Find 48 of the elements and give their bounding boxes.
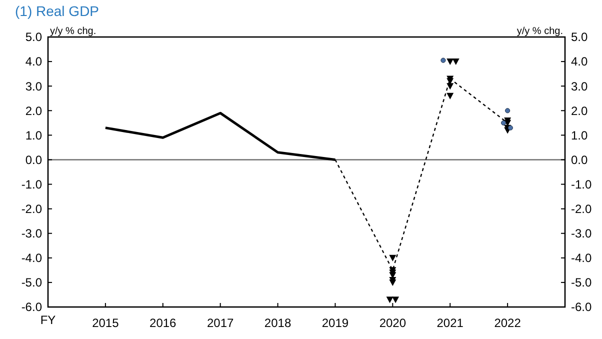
chart-title: (1) Real GDP	[15, 3, 100, 19]
point	[446, 92, 454, 100]
y2-tick-label: -2.0	[571, 202, 592, 216]
y-axis-title: y/y % chg.	[50, 26, 96, 37]
point	[505, 108, 510, 114]
x-axis-title: FY	[40, 313, 56, 327]
y-tick-label: -4.0	[21, 251, 42, 266]
y-tick-label: -2.0	[21, 202, 42, 216]
y-tick-label: -1.0	[21, 177, 42, 192]
y2-tick-label: 0.0	[571, 152, 588, 167]
x-tick-label: 2016	[150, 316, 177, 330]
point	[389, 279, 396, 286]
y2-tick-label: -6.0	[571, 300, 592, 314]
point	[446, 83, 454, 90]
y2-tick-label: 1.0	[571, 128, 588, 142]
y2-tick-label: 2.0	[571, 104, 588, 118]
x-tick-label: 2018	[264, 316, 292, 330]
y2-axis-title: y/y % chg.	[516, 26, 563, 37]
y2-tick-label: -3.0	[571, 226, 592, 241]
y-tick-label: 0.0	[25, 152, 42, 167]
point	[386, 296, 394, 304]
point	[452, 58, 460, 66]
point	[389, 254, 396, 262]
y-tick-label: 3.0	[25, 79, 42, 94]
y2-tick-label: -4.0	[571, 251, 592, 266]
x-tick-label: 2022	[494, 316, 522, 330]
y-tick-label: 4.0	[25, 54, 42, 69]
x-tick-label: 2020	[379, 316, 406, 330]
x-tick-label: 2017	[206, 316, 234, 330]
point	[508, 125, 513, 130]
x-tick-label: 2015	[92, 316, 120, 330]
y-tick-label: 5.0	[25, 30, 42, 44]
y2-tick-label: -1.0	[571, 177, 592, 192]
point	[392, 296, 400, 304]
point	[446, 58, 454, 66]
y-tick-label: -5.0	[21, 276, 42, 290]
y-tick-label: -3.0	[21, 226, 42, 241]
y2-tick-label: 4.0	[571, 54, 588, 69]
y2-tick-label: -5.0	[571, 276, 592, 290]
x-tick-label: 2019	[322, 316, 349, 330]
y-tick-label: 1.0	[25, 128, 42, 142]
y2-tick-label: 5.0	[571, 30, 588, 44]
point	[500, 120, 506, 126]
point	[440, 58, 446, 63]
x-tick-label: 2021	[436, 316, 464, 330]
y-tick-label: 2.0	[25, 104, 42, 118]
y-tick-label: -6.0	[21, 300, 42, 314]
y2-tick-label: 3.0	[571, 79, 588, 94]
